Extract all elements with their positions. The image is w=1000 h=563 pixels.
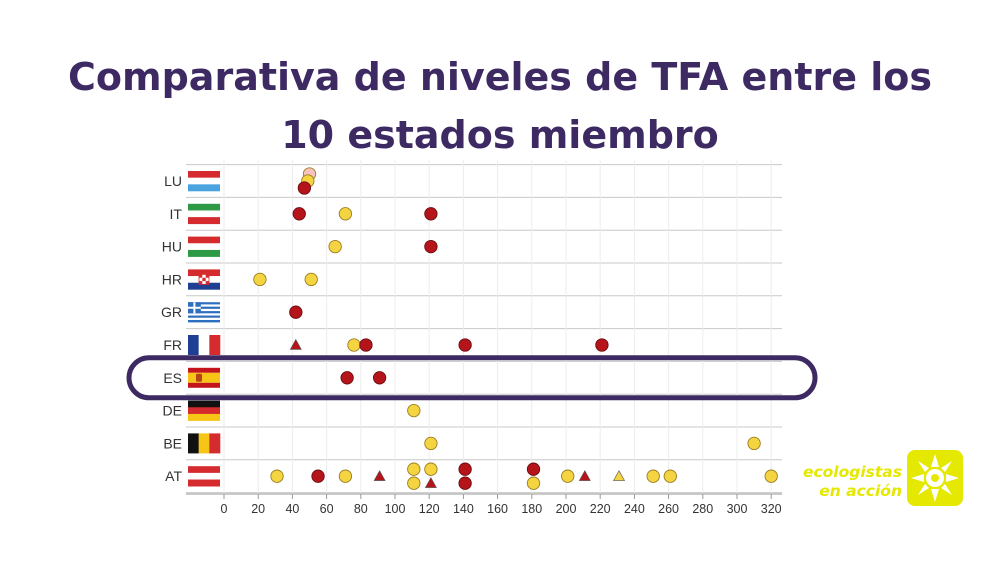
data-point-fr bbox=[347, 338, 361, 352]
flag-fr-icon bbox=[188, 335, 221, 355]
data-point-at bbox=[424, 477, 437, 488]
data-point-at bbox=[526, 462, 541, 476]
country-label-at: AT bbox=[165, 468, 182, 484]
sun-logo-icon bbox=[907, 450, 963, 506]
country-label-hr: HR bbox=[162, 271, 182, 287]
data-point-at bbox=[311, 469, 325, 483]
flag-at-icon bbox=[188, 466, 220, 487]
brand-line-1: ecologistas bbox=[802, 463, 902, 481]
country-label-gr: GR bbox=[161, 304, 182, 320]
data-point-es bbox=[372, 371, 387, 385]
data-point-lu bbox=[297, 181, 312, 195]
x-tick-label: 20 bbox=[251, 502, 265, 516]
country-label-lu: LU bbox=[164, 173, 182, 189]
flag-lu-icon bbox=[188, 171, 220, 192]
brand-wordmark: ecologistas en acción bbox=[790, 463, 902, 501]
data-point-at bbox=[526, 476, 541, 490]
brand-logo-block: ecologistas en acción bbox=[790, 450, 963, 508]
x-tick-label: 300 bbox=[727, 502, 748, 516]
data-point-it bbox=[424, 207, 438, 221]
data-point-at bbox=[407, 476, 421, 490]
data-point-fr bbox=[458, 338, 472, 352]
x-tick-label: 160 bbox=[487, 502, 508, 516]
data-point-es bbox=[340, 371, 354, 385]
x-tick-label: 260 bbox=[658, 502, 679, 516]
data-point-hr bbox=[304, 272, 318, 287]
data-point-it bbox=[338, 207, 353, 221]
data-point-gr bbox=[289, 305, 303, 319]
data-point-at bbox=[270, 469, 284, 483]
data-point-at bbox=[373, 470, 386, 481]
data-point-at bbox=[424, 462, 438, 476]
flag-hr-icon bbox=[188, 269, 220, 290]
data-point-at bbox=[578, 470, 591, 481]
country-label-fr: FR bbox=[163, 337, 182, 353]
x-tick-label: 140 bbox=[453, 502, 474, 516]
flag-hu-icon bbox=[188, 236, 220, 257]
data-point-fr bbox=[595, 338, 609, 352]
country-label-it: IT bbox=[170, 206, 183, 222]
x-tick-label: 200 bbox=[556, 502, 577, 516]
highlight-es-outline bbox=[126, 355, 818, 401]
country-label-hu: HU bbox=[162, 239, 182, 255]
x-tick-label: 280 bbox=[692, 502, 713, 516]
data-point-at bbox=[764, 469, 778, 483]
x-tick-label: 60 bbox=[320, 502, 334, 516]
data-point-it bbox=[292, 207, 306, 221]
title-line-2: 10 estados miembro bbox=[281, 113, 719, 157]
data-point-de bbox=[407, 403, 421, 418]
flag-gr-icon bbox=[188, 302, 220, 323]
country-label-be: BE bbox=[163, 435, 182, 451]
data-point-at bbox=[407, 462, 421, 476]
x-tick-label: 0 bbox=[221, 502, 228, 516]
data-point-at bbox=[458, 462, 472, 476]
brand-line-2: en acción bbox=[819, 482, 902, 500]
data-point-hu bbox=[328, 239, 342, 254]
flag-be-icon bbox=[188, 433, 221, 454]
title-line-1: Comparativa de niveles de TFA entre los bbox=[68, 55, 932, 99]
x-tick-label: 240 bbox=[624, 502, 645, 516]
page-title: Comparativa de niveles de TFA entre los … bbox=[0, 48, 1000, 164]
data-point-be bbox=[747, 436, 761, 451]
data-point-hu bbox=[424, 239, 438, 254]
data-point-at bbox=[338, 469, 353, 483]
data-point-fr bbox=[289, 338, 302, 350]
x-tick-label: 120 bbox=[419, 502, 440, 516]
data-point-at bbox=[458, 476, 472, 490]
x-tick-label: 100 bbox=[385, 502, 406, 516]
data-point-fr bbox=[359, 338, 373, 352]
country-label-es: ES bbox=[163, 370, 182, 386]
data-point-be bbox=[424, 436, 438, 451]
data-point-at bbox=[613, 470, 626, 481]
data-point-at bbox=[561, 469, 575, 483]
data-point-at bbox=[646, 469, 660, 483]
x-tick-label: 180 bbox=[521, 502, 542, 516]
x-tick-label: 320 bbox=[761, 502, 782, 516]
data-point-hr bbox=[253, 272, 267, 287]
flag-es-icon bbox=[188, 367, 220, 388]
x-tick-label: 40 bbox=[285, 502, 299, 516]
data-point-at bbox=[663, 469, 677, 483]
flag-it-icon bbox=[188, 203, 220, 225]
country-label-de: DE bbox=[163, 403, 182, 419]
x-tick-label: 220 bbox=[590, 502, 611, 516]
flag-de-icon bbox=[188, 400, 220, 421]
x-tick-label: 80 bbox=[354, 502, 368, 516]
